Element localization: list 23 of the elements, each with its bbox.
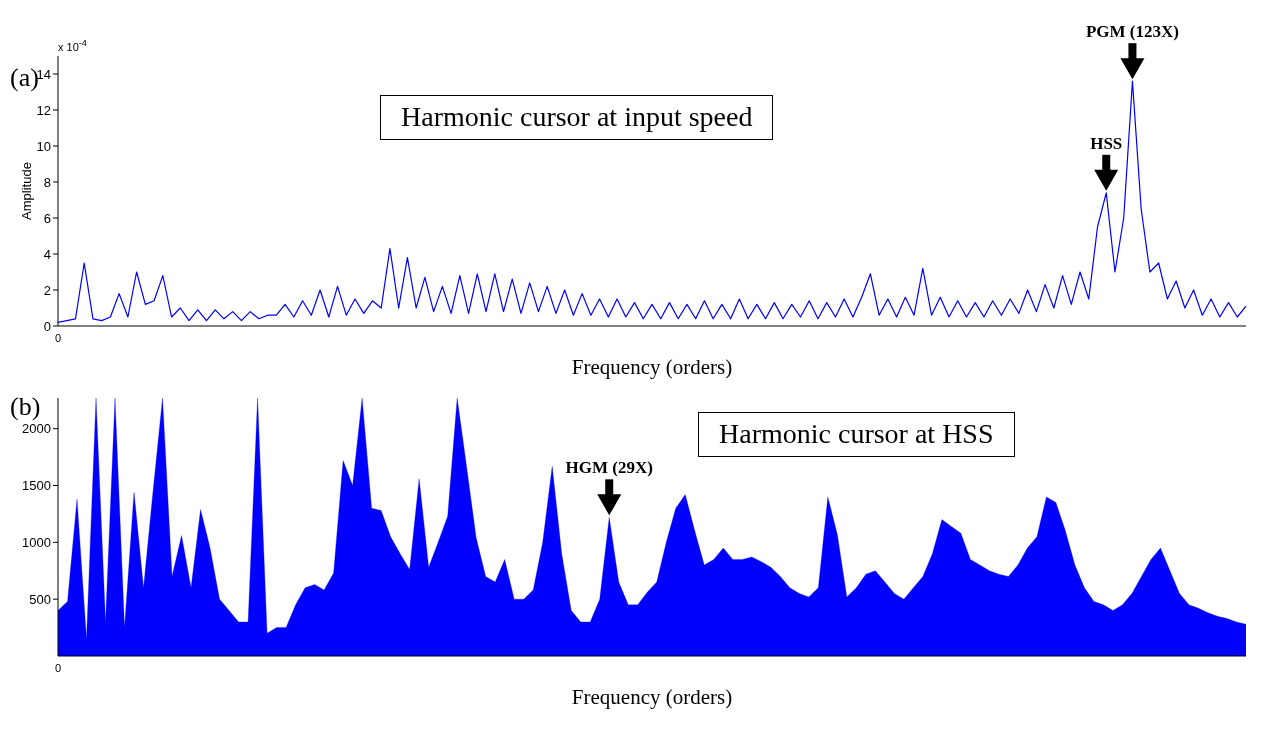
text: (a) bbox=[10, 63, 39, 93]
y-tick-label: 12 bbox=[36, 102, 51, 118]
y-tick-label: 8 bbox=[43, 174, 51, 190]
text: (b) bbox=[10, 392, 41, 422]
annotation: Harmonic cursor at HSS bbox=[698, 412, 1015, 457]
annotation: HSS bbox=[1090, 133, 1123, 153]
annotation: PGM (123X) bbox=[1085, 22, 1179, 42]
annotation: HGM (29X) bbox=[565, 458, 653, 478]
y-tick-label: 2 bbox=[43, 282, 51, 298]
annotation: Harmonic cursor at input speed bbox=[380, 95, 774, 140]
y-tick-label: 6 bbox=[43, 210, 51, 226]
y-tick-label: 2000 bbox=[22, 421, 51, 437]
line-series bbox=[57, 80, 1247, 323]
y-tick-label: 0 bbox=[43, 318, 51, 334]
y-tick-label: 1500 bbox=[22, 478, 51, 494]
y-axis-title: Amplitude bbox=[18, 162, 34, 220]
y-tick-label: 4 bbox=[43, 246, 51, 262]
x-axis-title: Frequency (orders) bbox=[571, 355, 733, 379]
y-tick-label: 10 bbox=[36, 138, 51, 154]
y-tick-label: 500 bbox=[29, 591, 51, 607]
text: x 10$^{-4}$ bbox=[58, 38, 87, 53]
y-tick-label: 1000 bbox=[22, 534, 51, 550]
x-axis-title: Frequency (orders) bbox=[571, 685, 733, 709]
